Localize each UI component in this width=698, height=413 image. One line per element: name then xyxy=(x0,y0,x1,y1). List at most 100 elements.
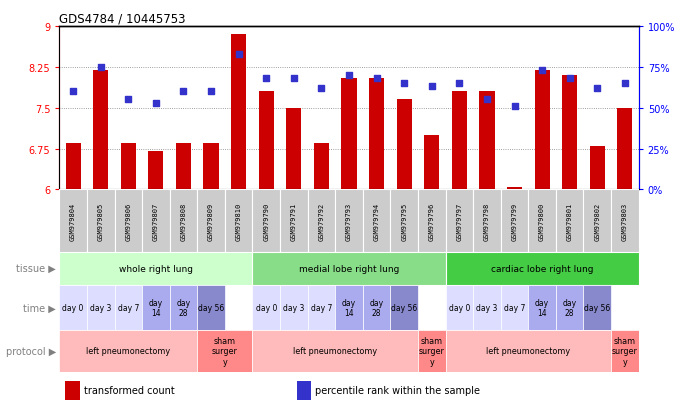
Text: day 7: day 7 xyxy=(311,303,332,312)
Text: GSM979797: GSM979797 xyxy=(456,202,462,240)
Text: GSM979808: GSM979808 xyxy=(181,202,186,240)
Bar xyxy=(59,252,253,285)
Text: whole right lung: whole right lung xyxy=(119,264,193,273)
Point xyxy=(509,104,520,110)
Bar xyxy=(297,381,311,400)
Bar xyxy=(335,285,363,330)
Bar xyxy=(170,190,198,252)
Point xyxy=(564,76,575,82)
Text: sham
surger
y: sham surger y xyxy=(212,336,238,366)
Point xyxy=(482,97,493,104)
Text: day
28: day 28 xyxy=(177,298,191,317)
Text: GSM979809: GSM979809 xyxy=(208,202,214,240)
Bar xyxy=(418,330,445,372)
Text: GDS4784 / 10445753: GDS4784 / 10445753 xyxy=(59,13,186,26)
Text: medial lobe right lung: medial lobe right lung xyxy=(299,264,399,273)
Text: left pneumonectomy: left pneumonectomy xyxy=(293,347,377,356)
Bar xyxy=(280,190,308,252)
Bar xyxy=(59,190,87,252)
Bar xyxy=(114,190,142,252)
Bar xyxy=(611,330,639,372)
Text: day 56: day 56 xyxy=(198,303,224,312)
Text: day
28: day 28 xyxy=(369,298,384,317)
Bar xyxy=(225,190,253,252)
Bar xyxy=(556,190,584,252)
Text: GSM979810: GSM979810 xyxy=(236,202,242,240)
Bar xyxy=(363,190,390,252)
Text: GSM979793: GSM979793 xyxy=(346,202,352,240)
Bar xyxy=(611,190,639,252)
Point xyxy=(288,76,299,82)
Text: GSM979799: GSM979799 xyxy=(512,202,517,240)
Bar xyxy=(584,190,611,252)
Bar xyxy=(335,190,363,252)
Bar xyxy=(617,109,632,190)
Bar xyxy=(204,144,218,190)
Bar xyxy=(198,330,253,372)
Bar xyxy=(445,190,473,252)
Bar xyxy=(584,285,611,330)
Text: GSM979805: GSM979805 xyxy=(98,202,104,240)
Bar xyxy=(445,252,639,285)
Point xyxy=(68,89,79,95)
Bar xyxy=(286,109,302,190)
Text: GSM979801: GSM979801 xyxy=(567,202,572,240)
Text: day 56: day 56 xyxy=(391,303,417,312)
Text: day 3: day 3 xyxy=(90,303,112,312)
Bar xyxy=(418,190,445,252)
Point xyxy=(371,76,383,82)
Bar xyxy=(396,100,412,190)
Text: day
14: day 14 xyxy=(149,298,163,317)
Point xyxy=(260,76,272,82)
Point xyxy=(343,73,355,79)
Text: day
14: day 14 xyxy=(535,298,549,317)
Text: GSM979798: GSM979798 xyxy=(484,202,490,240)
Bar xyxy=(253,285,280,330)
Bar xyxy=(369,78,384,190)
Point xyxy=(592,85,603,92)
Point xyxy=(619,81,630,87)
Text: GSM979791: GSM979791 xyxy=(291,202,297,240)
Text: day 3: day 3 xyxy=(283,303,304,312)
Text: day 56: day 56 xyxy=(584,303,611,312)
Text: sham
surger
y: sham surger y xyxy=(612,336,638,366)
Text: tissue ▶: tissue ▶ xyxy=(16,263,56,273)
Point xyxy=(537,68,548,74)
Bar xyxy=(445,330,611,372)
Text: GSM979804: GSM979804 xyxy=(70,202,76,240)
Point xyxy=(426,84,438,90)
Bar xyxy=(65,381,80,400)
Bar xyxy=(253,330,418,372)
Bar xyxy=(259,92,274,190)
Bar xyxy=(253,252,445,285)
Text: GSM979803: GSM979803 xyxy=(622,202,628,240)
Text: day 0: day 0 xyxy=(62,303,84,312)
Text: day 0: day 0 xyxy=(255,303,277,312)
Text: time ▶: time ▶ xyxy=(23,303,56,313)
Point xyxy=(399,81,410,87)
Text: GSM979796: GSM979796 xyxy=(429,202,435,240)
Bar xyxy=(507,187,522,190)
Bar xyxy=(556,285,584,330)
Text: sham
surger
y: sham surger y xyxy=(419,336,445,366)
Text: GSM979800: GSM979800 xyxy=(539,202,545,240)
Text: day
14: day 14 xyxy=(342,298,356,317)
Text: day 7: day 7 xyxy=(117,303,139,312)
Bar xyxy=(314,144,329,190)
Point xyxy=(123,97,134,104)
Bar xyxy=(59,285,87,330)
Bar xyxy=(176,144,191,190)
Bar xyxy=(341,78,357,190)
Point xyxy=(315,85,327,92)
Bar xyxy=(390,285,418,330)
Bar xyxy=(231,35,246,190)
Bar xyxy=(253,190,280,252)
Bar xyxy=(59,330,198,372)
Point xyxy=(454,81,465,87)
Text: GSM979792: GSM979792 xyxy=(318,202,325,240)
Bar xyxy=(590,147,605,190)
Text: left pneumonectomy: left pneumonectomy xyxy=(87,347,170,356)
Point xyxy=(95,64,106,71)
Bar xyxy=(363,285,390,330)
Bar xyxy=(148,152,163,190)
